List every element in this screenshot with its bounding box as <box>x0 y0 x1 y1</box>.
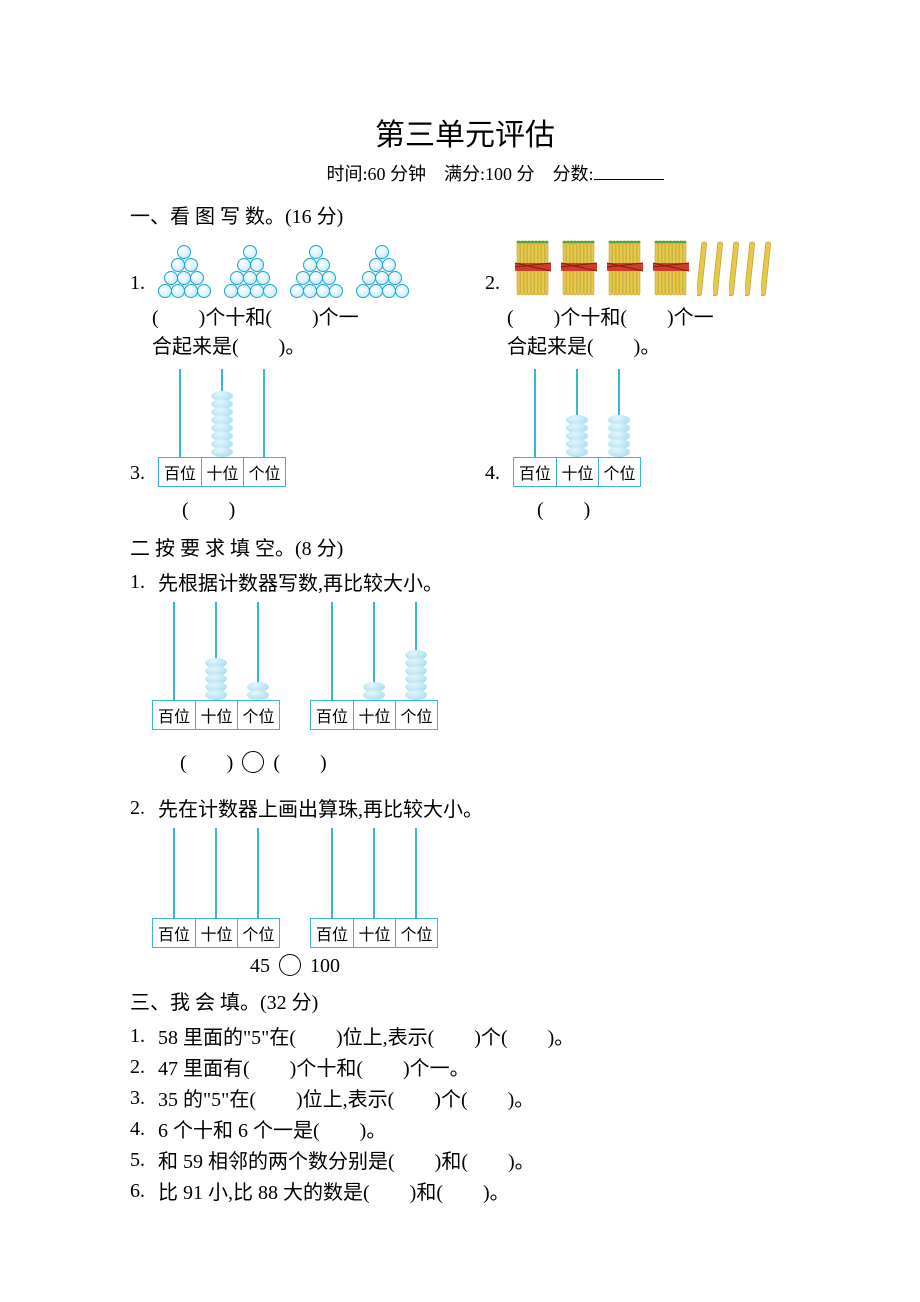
q3-num: 3. <box>130 462 148 485</box>
s3-item-text: 58 里面的"5"在( )位上,表示( )个( )。 <box>158 1021 574 1050</box>
abacus-place-label: 百位 <box>159 458 201 486</box>
abacus-place-label: 个位 <box>237 919 279 947</box>
s3-item-num: 5. <box>130 1149 148 1172</box>
full-value: 100 分 <box>485 164 535 184</box>
q1-num: 1. <box>130 272 148 295</box>
q2-figure <box>513 239 771 297</box>
abacus-place-label: 十位 <box>195 919 237 947</box>
page-title: 第三单元评估 <box>130 110 800 154</box>
s3-item-text: 6 个十和 6 个一是( )。 <box>158 1114 386 1143</box>
abacus-place-label: 百位 <box>514 458 556 486</box>
abacus-place-label: 十位 <box>353 701 395 729</box>
q3-answer: ( ) <box>152 493 445 522</box>
abacus-place-label: 十位 <box>556 458 598 486</box>
s3-item-num: 4. <box>130 1118 148 1141</box>
s3-item-num: 6. <box>130 1180 148 1203</box>
score-blank[interactable] <box>594 179 664 180</box>
q2-1-text: 先根据计数器写数,再比较大小。 <box>158 567 443 596</box>
compare-circle-icon[interactable] <box>242 751 264 773</box>
q2-1-abacus-b: 百位十位个位 <box>310 602 438 730</box>
q1-figure <box>158 245 408 297</box>
q4-abacus: 百位十位个位 <box>513 369 641 487</box>
compare-circle-icon[interactable] <box>279 954 301 976</box>
q2-num: 2. <box>485 272 503 295</box>
s3-item-num: 1. <box>130 1025 148 1048</box>
section-3-heading: 三、我 会 填。(32 分) <box>130 986 800 1015</box>
score-label: 分数: <box>553 164 594 184</box>
q2-1-left-paren: ( ) <box>180 752 233 774</box>
s3-item-num: 3. <box>130 1087 148 1110</box>
abacus-place-label: 个位 <box>395 701 437 729</box>
s3-item-text: 47 里面有( )个十和( )个一。 <box>158 1052 470 1081</box>
s3-item-text: 和 59 相邻的两个数分别是( )和( )。 <box>158 1145 535 1174</box>
q2-line1: ( )个十和( )个一 <box>507 301 800 330</box>
time-value: 60 分钟 <box>367 164 426 184</box>
q2-2-num: 2. <box>130 797 148 820</box>
s3-item-text: 比 91 小,比 88 大的数是( )和( )。 <box>158 1176 510 1205</box>
abacus-place-label: 十位 <box>201 458 243 486</box>
q3-abacus: 百位十位个位 <box>158 369 286 487</box>
abacus-place-label: 十位 <box>195 701 237 729</box>
s3-item-num: 2. <box>130 1056 148 1079</box>
q2-2-left: 45 <box>250 955 270 977</box>
q4-num: 4. <box>485 462 503 485</box>
abacus-place-label: 个位 <box>237 701 279 729</box>
abacus-place-label: 百位 <box>153 919 195 947</box>
s3-item-text: 35 的"5"在( )位上,表示( )个( )。 <box>158 1083 534 1112</box>
q4-answer: ( ) <box>507 493 800 522</box>
q2-line2: 合起来是( )。 <box>507 330 800 359</box>
abacus-place-label: 百位 <box>311 701 353 729</box>
q2-2-text: 先在计数器上画出算珠,再比较大小。 <box>158 793 483 822</box>
q1-line1: ( )个十和( )个一 <box>152 301 445 330</box>
section-2-heading: 二 按 要 求 填 空。(8 分) <box>130 532 800 561</box>
q2-2-abacus-b: 百位十位个位 <box>310 828 438 948</box>
abacus-place-label: 十位 <box>353 919 395 947</box>
abacus-place-label: 个位 <box>243 458 285 486</box>
abacus-place-label: 个位 <box>395 919 437 947</box>
q1-line2: 合起来是( )。 <box>152 330 445 359</box>
q2-1-abacus-a: 百位十位个位 <box>152 602 280 730</box>
q2-2-right: 100 <box>310 955 340 977</box>
q2-1-num: 1. <box>130 571 148 594</box>
abacus-place-label: 个位 <box>598 458 640 486</box>
q2-1-right-paren: ( ) <box>273 752 326 774</box>
abacus-place-label: 百位 <box>311 919 353 947</box>
q2-2-abacus-a: 百位十位个位 <box>152 828 280 948</box>
meta-line: 时间:60 分钟 满分:100 分 分数: <box>130 160 800 186</box>
time-label: 时间: <box>326 164 367 184</box>
abacus-place-label: 百位 <box>153 701 195 729</box>
section-1-heading: 一、看 图 写 数。(16 分) <box>130 200 800 229</box>
full-label: 满分: <box>444 164 485 184</box>
